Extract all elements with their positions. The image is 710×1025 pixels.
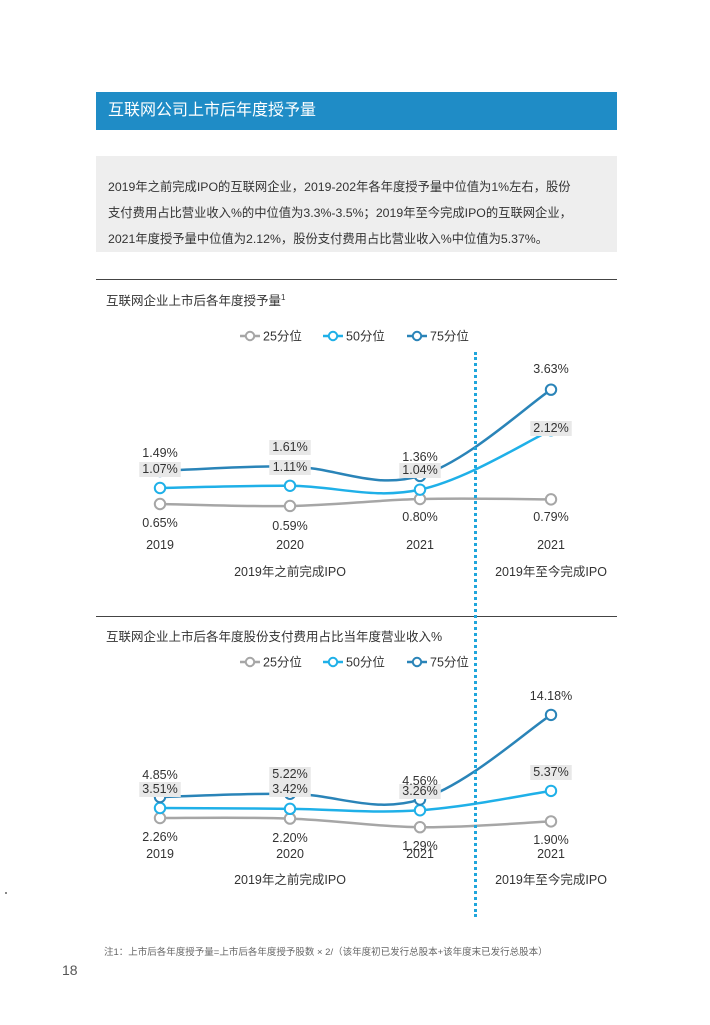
chart1-data-label-p75: 1.61% — [272, 440, 307, 454]
chart1-point-p50 — [283, 479, 297, 492]
chart2-point-p25 — [413, 821, 427, 834]
chart1-data-label-p75: 3.63% — [533, 362, 568, 376]
section-title: 互联网公司上市后年度授予量 — [96, 92, 617, 130]
chart2-point-p50 — [544, 784, 558, 798]
chart1-series-line-p50 — [159, 429, 552, 495]
summary-line: 2019年之前完成IPO的互联网企业，2019-202年各年度授予量中位值为1%… — [108, 180, 571, 194]
chart1-point-p50 — [153, 481, 167, 495]
chart1-category-label: 2021 — [406, 538, 434, 552]
chart2-legend-marker-p25 — [244, 656, 256, 668]
chart1-point-p25 — [544, 493, 558, 506]
chart1-data-label-p50-bg — [269, 460, 311, 475]
chart2-legend-label-p75: 75分位 — [430, 655, 469, 670]
chart1-point-p25 — [153, 497, 167, 511]
chart2-series-line-p75 — [159, 713, 552, 806]
chart2-data-label-p25: 2.26% — [142, 830, 177, 844]
chart2-point-p25 — [153, 811, 167, 825]
chart1-top-rule — [96, 279, 617, 280]
chart2-legend-label-p25: 25分位 — [263, 655, 302, 670]
summary-line: 2021年度授予量中位值为2.12%，股份支付费用占比营业收入%中位值为5.37… — [108, 232, 549, 246]
chart1-title-footnote-mark: 1 — [281, 292, 286, 302]
chart2-point-p50 — [283, 802, 297, 816]
chart2-data-label-p50: 5.37% — [533, 765, 568, 779]
chart1-group-label: 2019年至今完成IPO — [495, 564, 607, 579]
chart2-data-label-p50: 3.51% — [142, 782, 177, 796]
chart2-legend-label-p50: 50分位 — [346, 655, 385, 670]
chart1-legend-label-p50: 50分位 — [346, 329, 385, 344]
margin-mark — [5, 892, 7, 894]
chart1-data-label-p75: 1.49% — [142, 446, 177, 460]
page-number: 18 — [62, 962, 78, 978]
chart2-svg: 25分位 50分位 75分位 2.26% 2.20% 1.29% 1.90% 3.51% 3.4… — [139, 655, 607, 887]
chart1-data-label-p25: 0.79% — [533, 510, 568, 524]
chart1-legend-label-p25: 25分位 — [263, 329, 302, 344]
chart1-title-text: 互联网企业上市后各年度授予量 — [106, 294, 282, 308]
chart2-data-label-p75: 4.56% — [402, 774, 437, 788]
chart2-point-p25 — [544, 815, 558, 828]
ipo-divider-line — [474, 352, 477, 917]
chart2-data-label-p75-bg — [269, 767, 311, 782]
summary-line: 支付费用占比营业收入%的中位值为3.3%-3.5%；2019年至今完成IPO的互… — [108, 206, 572, 220]
chart2-data-label-p50-bg — [530, 765, 572, 780]
chart1-data-label-p50-bg — [399, 463, 441, 478]
chart2-data-label-p25: 2.20% — [272, 831, 307, 845]
chart1-data-label-p50: 1.07% — [142, 462, 177, 476]
chart2-data-label-p50: 3.42% — [272, 782, 307, 796]
chart1-category-label: 2021 — [537, 538, 565, 552]
chart2-data-label-p25: 1.29% — [402, 839, 437, 853]
chart1-legend-marker-p50 — [327, 330, 339, 342]
chart2-data-label-p25: 1.90% — [533, 833, 568, 847]
chart1-data-label-p50-bg — [139, 462, 181, 477]
chart1-category-label: 2020 — [276, 538, 304, 552]
chart2-series-line-p25 — [159, 816, 552, 829]
chart2-title-text: 互联网企业上市后各年度股份支付费用占比当年度营业收入% — [106, 630, 443, 644]
chart1-data-label-p75: 1.36% — [402, 450, 437, 464]
chart2-category-label: 2021 — [406, 847, 434, 861]
chart1-data-label-p50: 1.04% — [402, 463, 437, 477]
chart2-point-p75 — [544, 708, 558, 722]
chart1-legend-marker-p25 — [244, 330, 256, 342]
chart2-point-p50 — [153, 801, 167, 815]
chart1-series-line-p75 — [159, 388, 552, 482]
chart2-category-label: 2019 — [146, 847, 174, 861]
chart1-series-line-p25 — [159, 497, 552, 508]
chart2-legend-marker-p50 — [327, 656, 339, 668]
chart1-category-label: 2019 — [146, 538, 174, 552]
chart2-category-label: 2021 — [537, 847, 565, 861]
chart2-data-label-p50-bg — [139, 782, 181, 797]
chart2-group-label: 2019年之前完成IPO — [234, 872, 346, 887]
summary-box: 2019年之前完成IPO的互联网企业，2019-202年各年度授予量中位值为1%… — [96, 156, 617, 252]
chart2-group-label: 2019年至今完成IPO — [495, 872, 607, 887]
chart1-data-label-p50-bg — [530, 421, 572, 436]
chart2-data-label-p50-bg — [269, 782, 311, 797]
chart2-series-line-p50 — [159, 789, 552, 813]
chart2-data-label-p50-bg — [399, 784, 441, 799]
chart1-data-label-p50: 2.12% — [533, 421, 568, 435]
chart1-point-p25 — [283, 499, 297, 513]
chart2-data-label-p50: 3.26% — [402, 784, 437, 798]
chart2-title: 互联网企业上市后各年度股份支付费用占比当年度营业收入% — [106, 626, 442, 645]
chart1-data-label-p50: 1.11% — [273, 460, 308, 474]
chart1-svg: 25分位 50分位 75分位 0.65% 0.59% 0.80% 0.79% 1.07% 1.1… — [139, 329, 607, 579]
chart2-category-label: 2020 — [276, 847, 304, 861]
chart1-title: 互联网企业上市后各年度授予量1 — [106, 290, 285, 309]
chart2-legend-marker-p75 — [411, 656, 423, 668]
chart2-top-rule — [96, 616, 617, 617]
chart1-data-label-p75-bg — [269, 440, 311, 455]
chart2-data-label-p75: 14.18% — [530, 689, 572, 703]
footnote: 注1：上市后各年度授予量=上市后各年度授予股数 × 2/（该年度初已发行总股本+… — [104, 947, 548, 958]
chart1-data-label-p25: 0.80% — [402, 510, 437, 524]
chart1-point-p75 — [544, 383, 558, 396]
chart2-data-label-p75: 5.22% — [272, 767, 307, 781]
chart1-group-label: 2019年之前完成IPO — [234, 564, 346, 579]
chart2-data-label-p75: 4.85% — [142, 768, 177, 782]
chart1-legend-label-p75: 75分位 — [430, 329, 469, 344]
chart1-legend-marker-p75 — [411, 330, 423, 342]
chart1-data-label-p25: 0.59% — [272, 519, 307, 533]
chart1-data-label-p25: 0.65% — [142, 516, 177, 530]
chart1-point-p50 — [413, 483, 427, 496]
chart2-point-p50 — [413, 804, 427, 817]
